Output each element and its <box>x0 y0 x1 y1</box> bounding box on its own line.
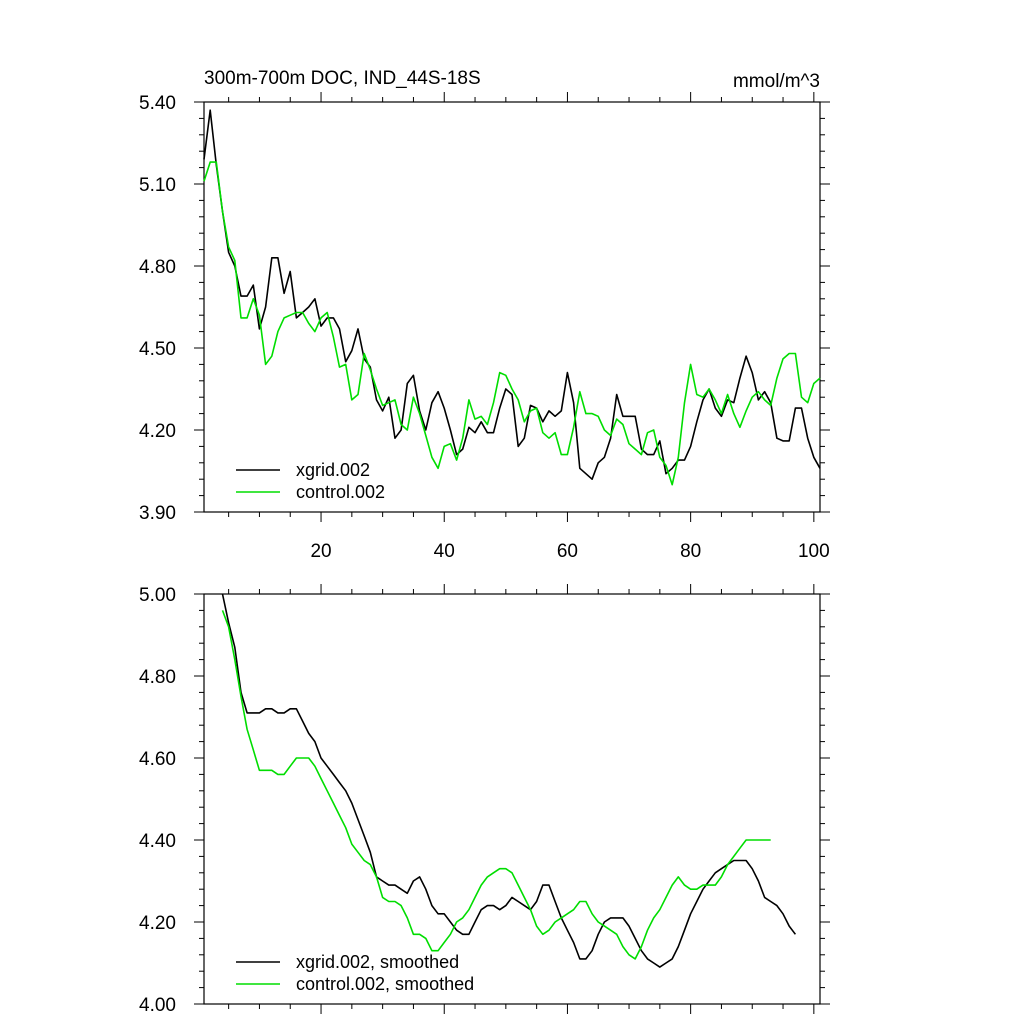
panel1-legend-label-1: xgrid.002 <box>296 460 370 480</box>
panel1-x-tick-label: 20 <box>310 541 331 562</box>
panel2-y-tick-label: 4.20 <box>139 913 176 934</box>
panel2-series-line-1 <box>221 593 797 968</box>
panel1-y-tick-label: 4.20 <box>139 421 176 442</box>
chart-units: mmol/m^3 <box>733 71 820 92</box>
panel1-x-tick-label: 60 <box>557 541 578 562</box>
panel2-y-tick-label: 5.00 <box>139 585 176 606</box>
panel2-y-tick-label: 4.40 <box>139 831 176 852</box>
panel1-y-tick-label: 5.40 <box>139 93 176 114</box>
panel2-series-line-2 <box>221 610 771 960</box>
panel2-legend-label-2: control.002, smoothed <box>296 974 474 994</box>
panel2-plot-frame <box>203 593 821 1005</box>
panel1-x-tick-label: 40 <box>434 541 455 562</box>
panel2-legend-label-1: xgrid.002, smoothed <box>296 952 459 972</box>
chart-title: 300m-700m DOC, IND_44S-18S <box>204 68 481 89</box>
panel1-x-tick-label: 100 <box>798 541 830 562</box>
panel1-x-tick-label: 80 <box>680 541 701 562</box>
panel1-y-tick-label: 3.90 <box>139 503 176 524</box>
panel2-y-tick-label: 4.80 <box>139 667 176 688</box>
panel1-series-line-2 <box>203 161 821 486</box>
panel2-y-tick-label: 4.00 <box>139 995 176 1016</box>
panel1-series-line-1 <box>203 109 821 481</box>
panel2-y-tick-label: 4.60 <box>139 749 176 770</box>
panel1-plot-frame <box>203 101 821 513</box>
panel1-y-tick-label: 5.10 <box>139 175 176 196</box>
panel1-y-tick-label: 4.80 <box>139 257 176 278</box>
panel1-y-tick-label: 4.50 <box>139 339 176 360</box>
panel1-legend-label-2: control.002 <box>296 482 385 502</box>
